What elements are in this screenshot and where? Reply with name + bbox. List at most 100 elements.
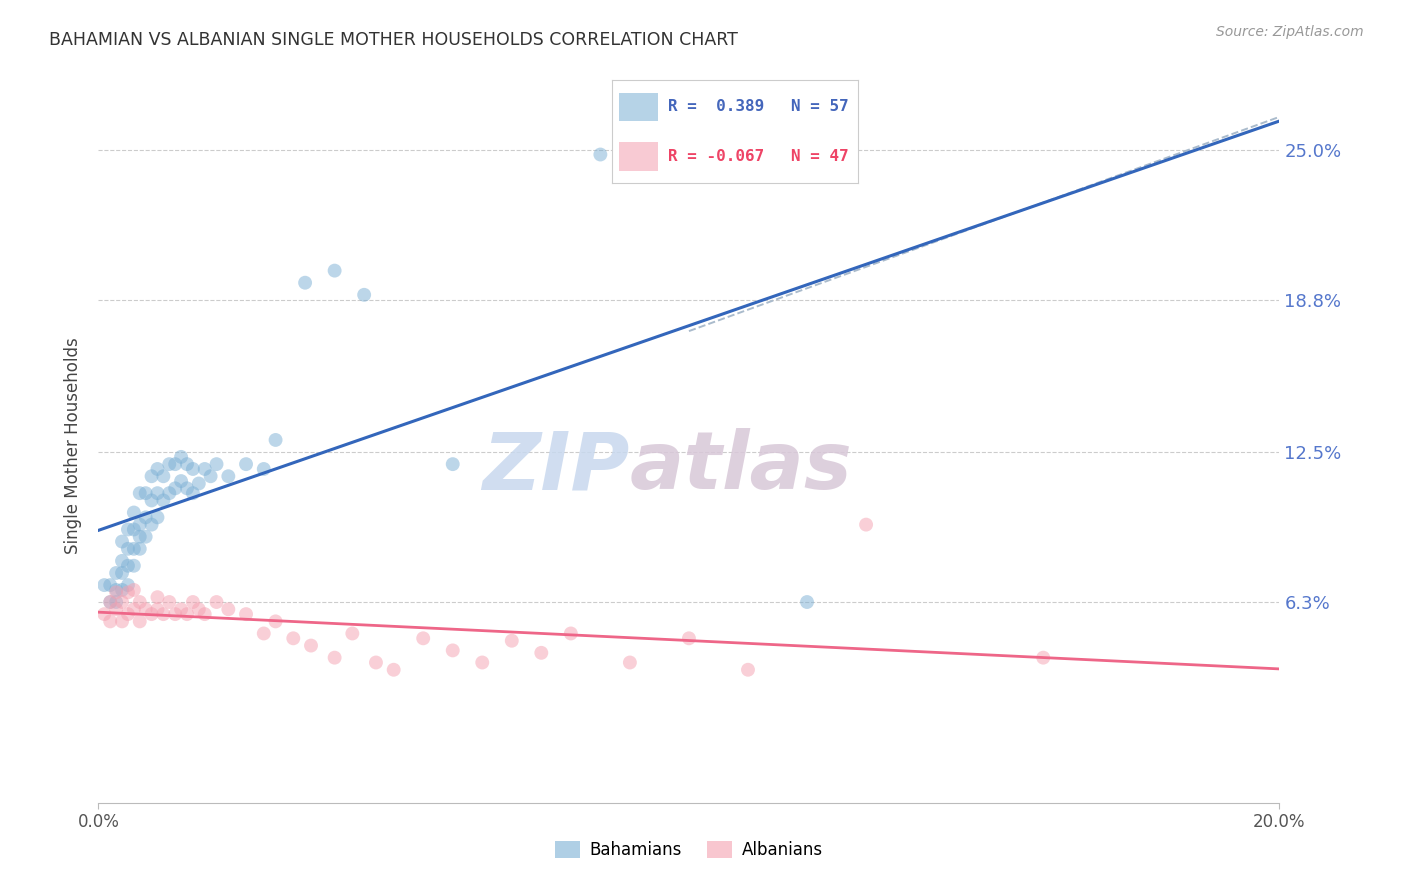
Point (111, 615, 134, 629)
Point (122, 558, 145, 573)
Point (117, 523, 139, 537)
Point (93, 578, 115, 592)
Text: N = 47: N = 47 (792, 149, 849, 164)
Point (105, 595, 128, 609)
Point (157, 595, 180, 609)
Text: atlas: atlas (630, 428, 852, 507)
Point (135, 510, 157, 524)
Point (135, 486, 157, 500)
Point (117, 558, 139, 573)
Point (412, 632, 434, 646)
Point (283, 632, 305, 646)
Point (111, 595, 134, 609)
Point (165, 457, 187, 471)
Point (98, 615, 121, 629)
Point (382, 663, 405, 677)
Point (165, 607, 187, 621)
Point (235, 607, 257, 621)
Point (170, 450, 193, 464)
Point (157, 486, 180, 500)
Point (205, 595, 228, 609)
Point (135, 530, 157, 544)
Point (194, 607, 217, 621)
Point (501, 633, 523, 648)
Point (141, 517, 163, 532)
Point (146, 462, 169, 476)
Point (299, 639, 322, 653)
Point (194, 462, 217, 476)
Point (170, 474, 193, 488)
Point (117, 541, 139, 556)
Point (187, 602, 209, 616)
Point (530, 646, 553, 660)
Point (217, 469, 239, 483)
Point (1032, 650, 1054, 665)
Point (122, 541, 145, 556)
Point (737, 663, 759, 677)
Point (205, 457, 228, 471)
Point (122, 582, 145, 597)
Point (146, 590, 169, 604)
Point (146, 486, 169, 500)
Point (796, 595, 818, 609)
Point (135, 602, 157, 616)
Point (176, 607, 198, 621)
Text: R = -0.067: R = -0.067 (668, 149, 765, 164)
Point (157, 457, 180, 471)
Point (264, 615, 287, 629)
Point (122, 506, 145, 520)
Point (117, 585, 139, 599)
Point (141, 469, 163, 483)
Point (141, 607, 163, 621)
Point (98, 595, 121, 609)
Point (187, 476, 209, 491)
Point (678, 632, 700, 646)
Point (152, 469, 174, 483)
Point (111, 534, 134, 549)
Point (128, 595, 150, 609)
Point (560, 626, 582, 640)
Point (146, 602, 169, 616)
Point (98, 578, 121, 592)
Point (165, 481, 187, 495)
Point (128, 541, 150, 556)
Point (170, 602, 193, 616)
Point (111, 582, 134, 597)
Text: ZIP: ZIP (482, 428, 630, 507)
Point (152, 493, 174, 508)
Point (235, 457, 257, 471)
Text: N = 57: N = 57 (792, 99, 849, 114)
Point (441, 643, 464, 657)
FancyBboxPatch shape (619, 93, 658, 121)
Point (181, 595, 204, 609)
Point (264, 433, 287, 447)
Point (105, 585, 128, 599)
Point (323, 263, 346, 277)
Text: R =  0.389: R = 0.389 (668, 99, 765, 114)
Point (589, 147, 612, 161)
FancyBboxPatch shape (619, 142, 658, 170)
Point (471, 656, 494, 670)
Point (294, 276, 316, 290)
Point (353, 288, 375, 302)
Point (342, 626, 364, 640)
Point (117, 607, 139, 621)
Point (117, 578, 139, 592)
Point (323, 650, 346, 665)
Point (176, 481, 198, 495)
Point (105, 602, 128, 616)
Point (855, 517, 877, 532)
Point (253, 462, 276, 476)
Point (122, 602, 145, 616)
Point (619, 656, 641, 670)
Point (128, 517, 150, 532)
Point (200, 469, 222, 483)
Point (128, 486, 150, 500)
Point (141, 493, 163, 508)
Point (128, 615, 150, 629)
Legend: Bahamians, Albanians: Bahamians, Albanians (548, 834, 830, 866)
Text: BAHAMIAN VS ALBANIAN SINGLE MOTHER HOUSEHOLDS CORRELATION CHART: BAHAMIAN VS ALBANIAN SINGLE MOTHER HOUSE… (49, 31, 738, 49)
Point (152, 607, 174, 621)
Point (122, 523, 145, 537)
Point (105, 566, 128, 580)
